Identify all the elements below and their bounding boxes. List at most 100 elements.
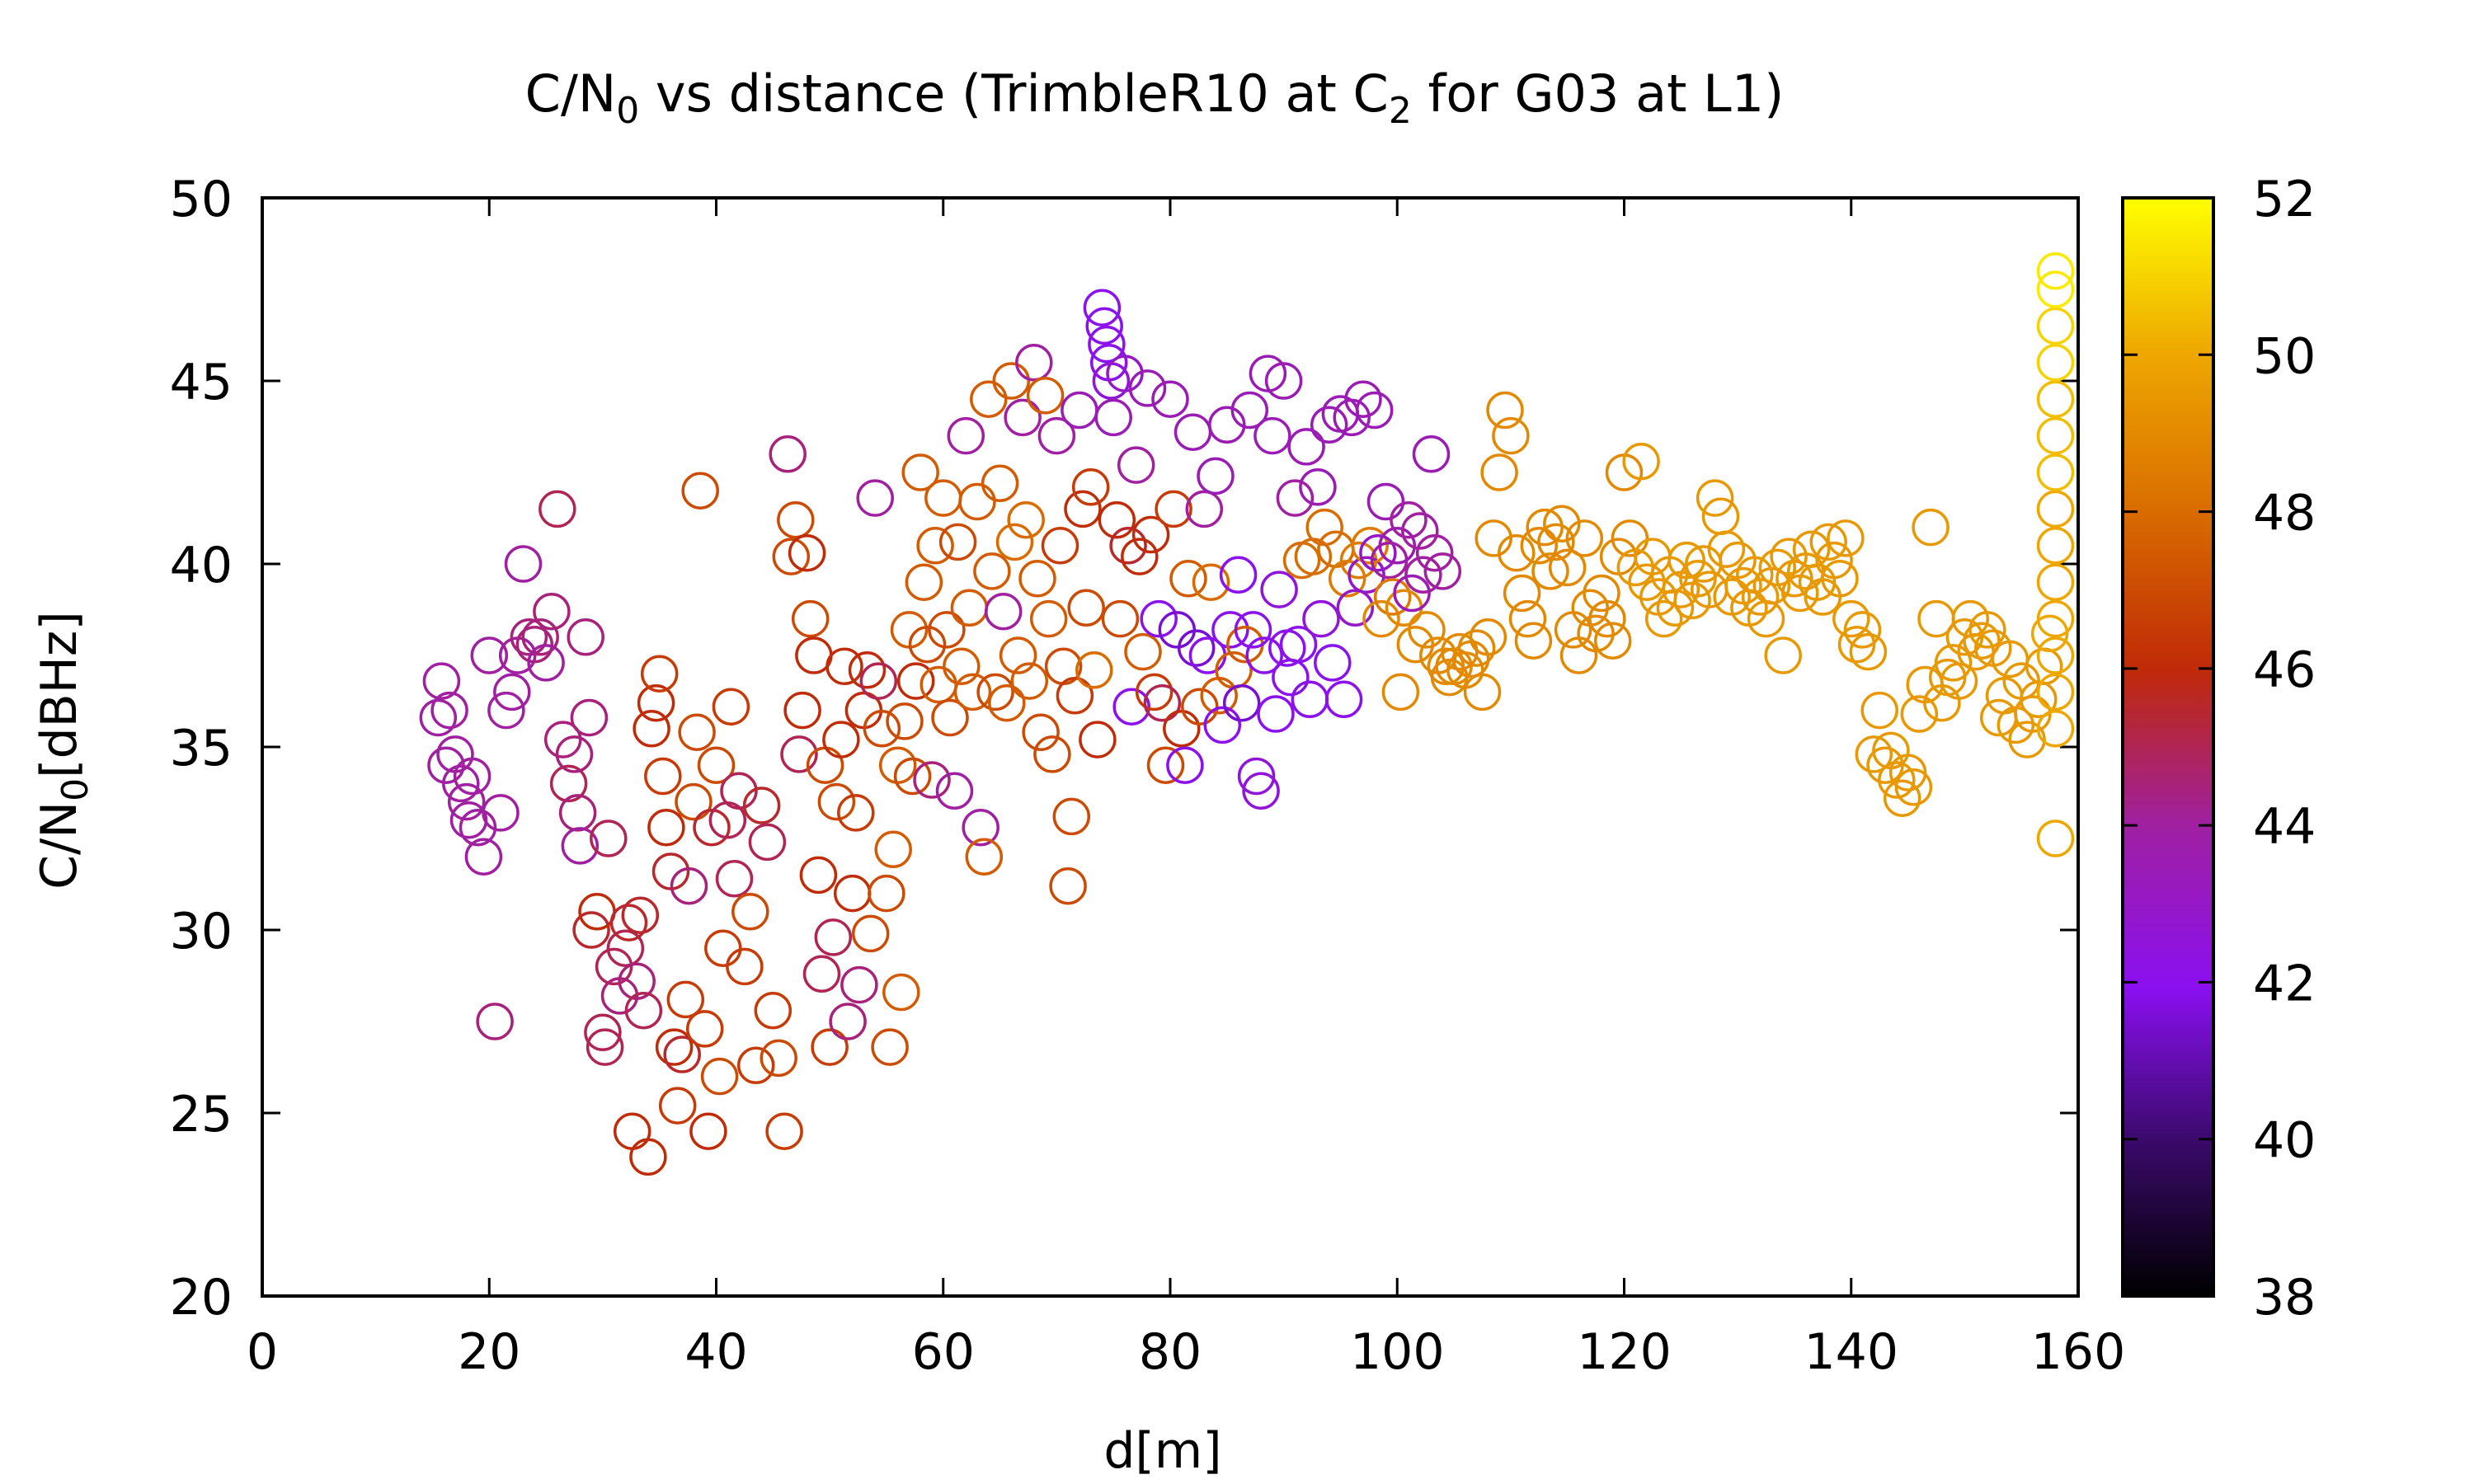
- data-point: [658, 1087, 697, 1125]
- data-point: [1282, 541, 1321, 580]
- data-point: [1135, 673, 1174, 711]
- data-point: [482, 794, 520, 832]
- data-point: [504, 545, 543, 583]
- data-point: [1109, 527, 1147, 565]
- data-point: [748, 823, 787, 862]
- data-point: [655, 1028, 694, 1066]
- data-point: [1423, 552, 1462, 590]
- data-point: [1644, 599, 1683, 638]
- data-point: [578, 893, 616, 931]
- data-point: [1531, 552, 1569, 590]
- data-point: [720, 772, 758, 810]
- data-point: [1234, 611, 1272, 649]
- data-point: [533, 592, 571, 631]
- data-point: [1554, 611, 1592, 649]
- scatter-points: [419, 252, 2075, 1176]
- data-point: [822, 721, 860, 758]
- colorbar: [2121, 196, 2215, 1298]
- data-point: [1131, 515, 1170, 554]
- data-point: [1404, 556, 1442, 594]
- data-point: [837, 794, 875, 832]
- data-point: [931, 698, 969, 737]
- data-point: [1809, 523, 1847, 561]
- data-point: [640, 655, 679, 693]
- data-point: [868, 874, 905, 913]
- x-tick-label: 60: [912, 1323, 975, 1381]
- data-point: [1324, 680, 1363, 719]
- data-point: [1843, 611, 1882, 649]
- data-point: [825, 647, 863, 686]
- x-tick-label: 120: [1577, 1323, 1672, 1381]
- y-tick-label: 30: [170, 903, 233, 960]
- data-point: [470, 636, 509, 674]
- data-point: [1565, 519, 1604, 557]
- data-point: [606, 929, 645, 967]
- data-point: [811, 1028, 849, 1066]
- data-point: [1611, 519, 1649, 557]
- data-point: [1656, 589, 1695, 627]
- data-point: [905, 563, 943, 601]
- data-point: [1945, 618, 1984, 656]
- data-point: [851, 914, 890, 953]
- data-point: [590, 819, 628, 857]
- y-tick-label: 40: [170, 537, 233, 594]
- data-point: [1163, 710, 1201, 748]
- data-point: [1355, 391, 1394, 430]
- data-point: [689, 1112, 727, 1150]
- data-point: [2036, 819, 2075, 857]
- data-point: [2036, 344, 2075, 382]
- data-point: [893, 757, 932, 796]
- data-point: [1088, 325, 1126, 364]
- data-point: [419, 698, 458, 737]
- data-point: [984, 592, 1023, 631]
- colorbar-tick-label: 46: [2253, 641, 2316, 699]
- data-point: [570, 698, 609, 737]
- data-point: [726, 947, 764, 986]
- data-point: [833, 874, 872, 913]
- data-point: [476, 1003, 514, 1040]
- data-point: [629, 1138, 667, 1176]
- data-point: [697, 746, 736, 784]
- data-point: [1492, 416, 1530, 455]
- data-point: [1052, 797, 1091, 836]
- x-tick-label: 80: [1139, 1323, 1202, 1381]
- data-point: [1018, 560, 1056, 598]
- data-point: [916, 527, 954, 565]
- colorbar-tick-label: 38: [2253, 1269, 2316, 1327]
- data-point: [1075, 651, 1113, 689]
- x-tick-label: 20: [458, 1323, 520, 1381]
- data-point: [2036, 599, 2075, 638]
- data-point: [1094, 398, 1132, 437]
- data-point: [1106, 355, 1144, 392]
- data-point: [783, 691, 821, 730]
- data-point: [1049, 866, 1087, 905]
- data-point: [1378, 527, 1417, 565]
- data-point: [1112, 688, 1150, 726]
- data-point: [1174, 413, 1212, 451]
- data-point: [814, 918, 853, 956]
- data-point: [644, 757, 682, 796]
- data-point: [624, 991, 663, 1030]
- data-point: [2036, 710, 2075, 748]
- data-point: [1121, 538, 1159, 575]
- data-point: [1242, 772, 1280, 810]
- data-point: [947, 416, 985, 455]
- data-point: [769, 435, 807, 473]
- data-point: [1912, 508, 1950, 547]
- data-point: [1085, 307, 1123, 345]
- data-point: [1855, 735, 1893, 773]
- data-point: [1061, 391, 1098, 430]
- data-point: [1900, 695, 1939, 733]
- data-point: [992, 362, 1031, 400]
- colorbar-tick-label: 40: [2253, 1112, 2316, 1170]
- data-point: [647, 808, 685, 847]
- colorbar-tick-label: 42: [2253, 955, 2316, 1012]
- y-tick-label: 20: [170, 1269, 233, 1327]
- data-point: [2036, 416, 2075, 455]
- data-point: [2036, 270, 2075, 308]
- data-point: [882, 973, 920, 1012]
- data-point: [1934, 644, 1973, 682]
- data-point: [1117, 446, 1155, 484]
- data-point: [871, 1028, 909, 1066]
- data-point: [1503, 574, 1541, 613]
